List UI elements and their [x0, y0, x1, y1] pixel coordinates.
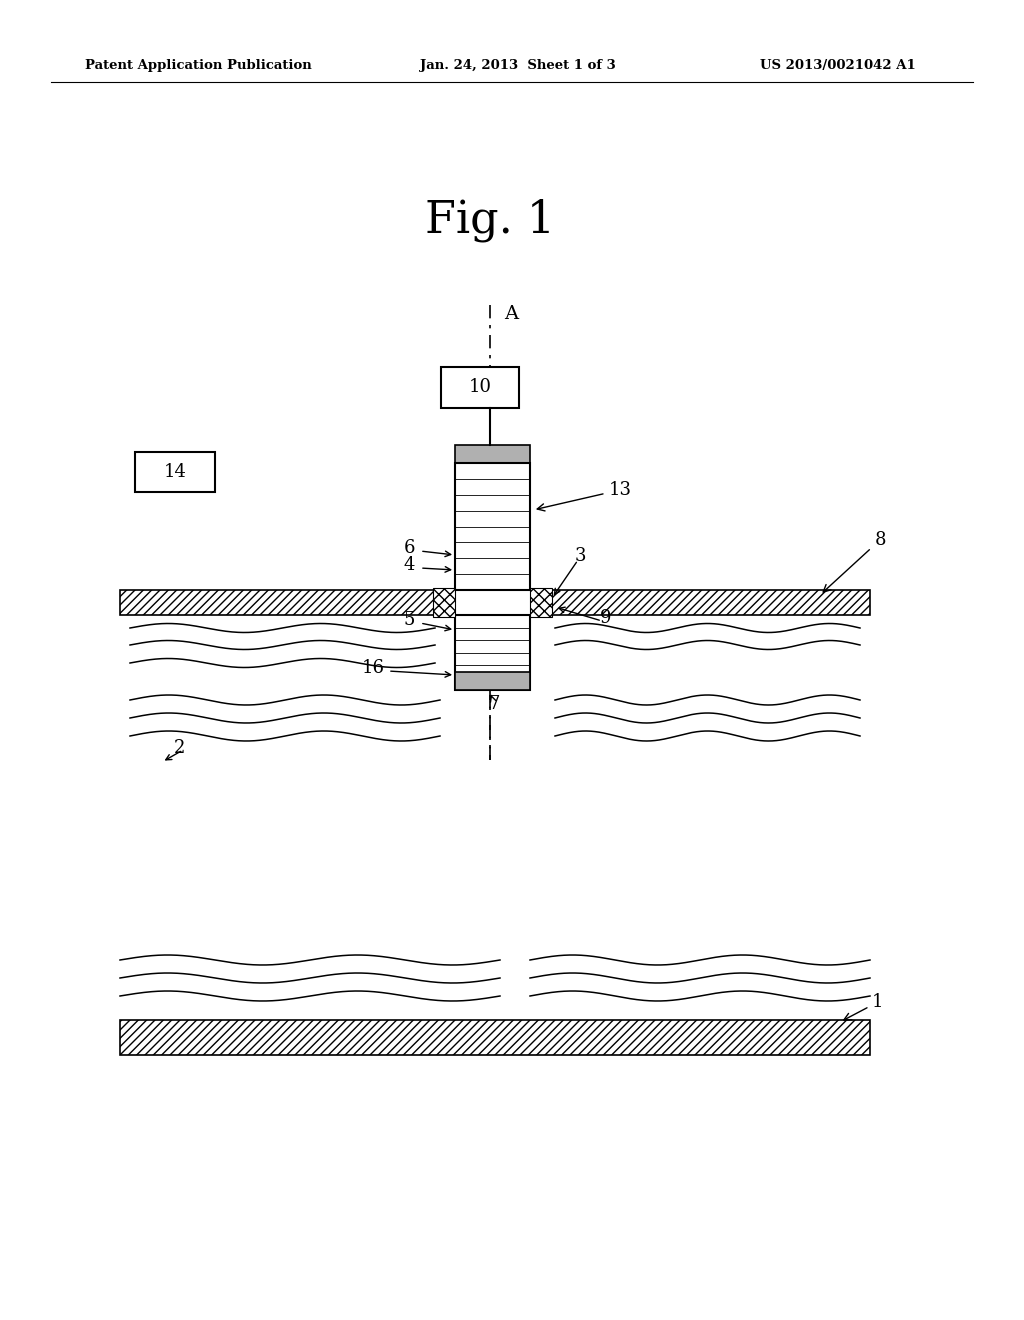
Text: 14: 14	[164, 463, 186, 480]
Text: 1: 1	[844, 993, 884, 1020]
Text: US 2013/0021042 A1: US 2013/0021042 A1	[760, 58, 915, 71]
Text: Fig. 1: Fig. 1	[425, 198, 555, 242]
Bar	[120, 1020, 870, 1055]
Text: 7: 7	[488, 696, 500, 713]
Bar	[120, 590, 450, 615]
Text: Jan. 24, 2013  Sheet 1 of 3: Jan. 24, 2013 Sheet 1 of 3	[420, 58, 615, 71]
Text: 3: 3	[575, 546, 587, 565]
Text: 4: 4	[403, 556, 415, 574]
Bar	[433, 587, 455, 616]
Bar	[120, 1020, 870, 1055]
Bar	[120, 590, 870, 615]
Text: 8: 8	[823, 531, 886, 593]
Text: 2: 2	[174, 739, 185, 756]
Text: A: A	[504, 305, 518, 323]
Bar	[535, 590, 870, 615]
Text: 13: 13	[538, 480, 632, 511]
Text: 16: 16	[362, 659, 385, 677]
Bar	[455, 615, 530, 690]
Text: 6: 6	[403, 539, 415, 557]
Text: Patent Application Publication: Patent Application Publication	[85, 58, 311, 71]
Bar	[455, 463, 530, 590]
Text: 9: 9	[600, 609, 611, 627]
Bar	[455, 445, 530, 463]
Bar	[455, 672, 530, 690]
Text: 5: 5	[403, 611, 415, 630]
Bar	[441, 367, 519, 408]
Bar	[135, 451, 215, 492]
Bar	[530, 587, 552, 616]
Text: 10: 10	[469, 379, 492, 396]
